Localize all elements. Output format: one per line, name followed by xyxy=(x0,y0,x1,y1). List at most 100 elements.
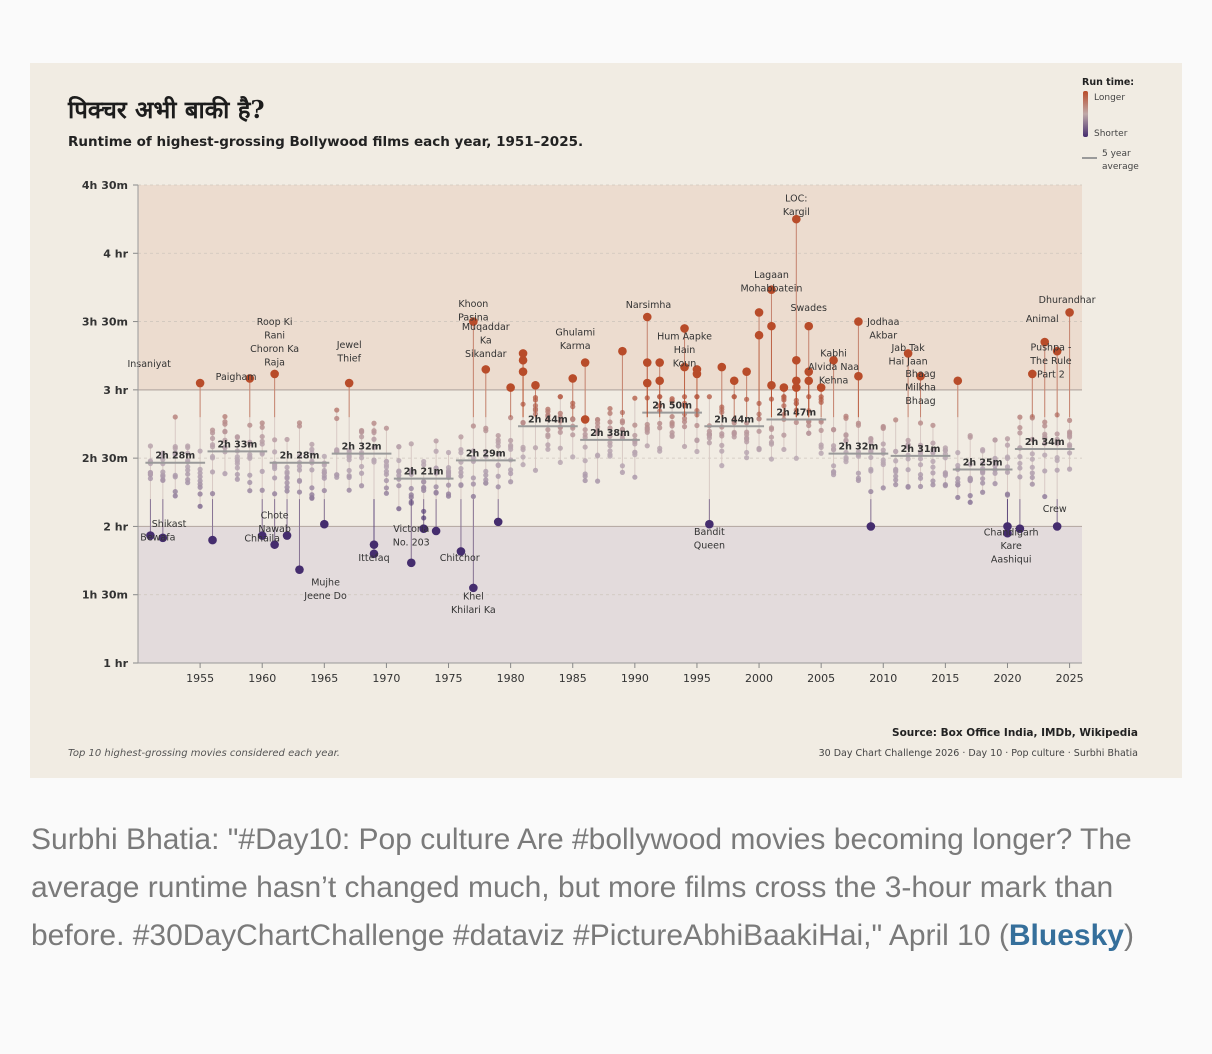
film-label: Shikast xyxy=(152,519,187,530)
film-point xyxy=(508,415,514,421)
film-label-line: Bandit xyxy=(694,527,725,538)
highlighted-film-point xyxy=(742,367,751,376)
film-point xyxy=(197,448,203,454)
film-point xyxy=(396,506,402,512)
film-label-line: Lagaan xyxy=(754,270,789,281)
film-point xyxy=(172,450,178,456)
film-point xyxy=(967,461,973,467)
film-point xyxy=(296,489,303,495)
film-point xyxy=(744,449,750,456)
film-point xyxy=(706,394,712,400)
film-point xyxy=(607,453,613,459)
film-point xyxy=(160,477,166,484)
film-point xyxy=(445,470,452,476)
film-point xyxy=(209,427,216,433)
film-point xyxy=(296,420,303,426)
film-point xyxy=(868,468,874,474)
film-point xyxy=(1054,431,1060,437)
highlighted-film-point xyxy=(953,376,963,386)
film-label: Khel Khilari Ka xyxy=(451,591,496,616)
film-point xyxy=(296,463,303,469)
film-point xyxy=(185,471,191,477)
film-point xyxy=(557,414,563,420)
film-point xyxy=(942,471,948,477)
film-point xyxy=(247,441,253,447)
film-point xyxy=(247,472,253,478)
film-point xyxy=(1004,454,1011,460)
film-point xyxy=(669,398,675,404)
y-tick-label: 3 hr xyxy=(103,384,128,397)
x-tick-label: 1980 xyxy=(497,672,525,685)
film-point xyxy=(893,458,899,464)
film-point xyxy=(371,457,377,463)
film-point xyxy=(930,482,936,488)
film-label: Dhurandhar xyxy=(1039,295,1096,306)
film-point xyxy=(383,490,390,496)
film-point xyxy=(545,413,551,419)
film-label-line: Khel xyxy=(463,591,484,602)
average-label: 2h 25m xyxy=(963,458,1003,469)
highlighted-film-point xyxy=(481,365,491,374)
film-point xyxy=(744,455,750,461)
film-point xyxy=(644,427,650,433)
film-point xyxy=(967,493,973,499)
film-point xyxy=(744,420,750,426)
chart-title: पिक्चर अभी बाकी है? xyxy=(67,95,265,124)
film-point xyxy=(582,431,588,437)
y-tick-label: 3h 30m xyxy=(82,316,128,329)
film-label-line: Shikast xyxy=(152,519,187,530)
film-point xyxy=(421,462,427,468)
film-label-line: Paigham xyxy=(216,372,257,383)
average-label: 2h 29m xyxy=(466,448,506,459)
x-tick-label: 1975 xyxy=(435,672,463,685)
highlighted-film-point xyxy=(767,285,776,295)
film-point xyxy=(893,477,899,483)
film-label-line: No. 203 xyxy=(393,537,430,548)
film-label: Mohabbatein xyxy=(740,283,802,294)
film-point xyxy=(197,470,203,476)
film-point xyxy=(483,448,489,455)
film-point xyxy=(396,444,402,450)
film-point xyxy=(458,473,464,479)
highlighted-film-point xyxy=(1015,524,1025,534)
film-point xyxy=(880,441,886,447)
film-label-line: Bhaag xyxy=(905,396,935,407)
highlighted-film-point xyxy=(816,383,826,392)
film-point xyxy=(992,459,998,465)
highlighted-film-point xyxy=(580,415,590,424)
film-point xyxy=(557,410,563,416)
film-label-line: Kare xyxy=(1000,541,1022,552)
highlighted-film-point xyxy=(767,321,776,331)
highlighted-film-point xyxy=(680,362,689,372)
film-point xyxy=(259,438,265,444)
film-point xyxy=(607,419,613,425)
bluesky-link[interactable]: Bluesky xyxy=(1008,919,1124,952)
film-point xyxy=(607,433,613,439)
film-point xyxy=(383,485,390,491)
film-point xyxy=(880,485,886,491)
film-label-line: Jab Tak xyxy=(890,343,925,354)
y-tick-label: 4h 30m xyxy=(82,179,128,192)
film-label-line: Pasina xyxy=(458,312,489,323)
film-point xyxy=(557,429,563,435)
film-point xyxy=(557,445,563,451)
film-point xyxy=(371,436,377,442)
highlighted-film-point xyxy=(518,349,528,358)
film-point xyxy=(321,475,327,481)
average-label: 2h 28m xyxy=(280,451,320,462)
film-point xyxy=(619,426,626,432)
film-point xyxy=(756,428,762,434)
highlighted-film-point xyxy=(779,383,789,392)
film-point xyxy=(917,456,924,462)
film-point xyxy=(917,420,924,426)
highlighted-film-point xyxy=(1003,528,1012,538)
film-point xyxy=(371,429,377,436)
highlighted-film-point xyxy=(295,565,304,574)
film-point xyxy=(594,478,601,484)
film-label: Roop Ki Rani Choron Ka Raja xyxy=(250,317,299,369)
film-point xyxy=(992,437,998,443)
film-point xyxy=(706,440,712,446)
film-point xyxy=(433,484,439,490)
film-point xyxy=(830,426,837,433)
film-point xyxy=(619,463,626,469)
